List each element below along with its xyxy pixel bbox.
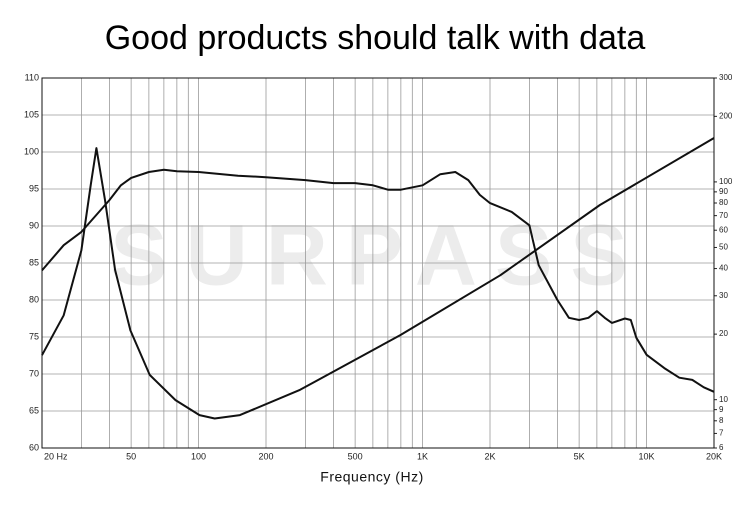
- y-tick-label: 95: [29, 183, 39, 193]
- x-tick-label: 20 Hz: [44, 451, 68, 461]
- x-tick-label: 5K: [574, 451, 585, 461]
- y2-tick-label: 20: [719, 329, 728, 338]
- x-tick-label: 2K: [484, 451, 495, 461]
- y2-tick-label: 10: [719, 395, 728, 404]
- chart-title: Good products should talk with data: [105, 19, 646, 57]
- x-tick-label: 100: [191, 451, 206, 461]
- y-tick-label: 70: [29, 368, 39, 378]
- x-tick-label: 200: [258, 451, 273, 461]
- y2-tick-label: 7: [719, 429, 724, 438]
- y2-tick-label: 90: [719, 187, 728, 196]
- y2-tick-label: 9: [719, 405, 724, 414]
- plot-frame: [41, 77, 715, 449]
- x-tick-label: 20K: [706, 451, 722, 461]
- series-line: [41, 137, 715, 420]
- y2-tick-label: 6: [719, 443, 724, 452]
- watermark: SURPASS: [110, 208, 645, 304]
- y-tick-label: 75: [29, 331, 39, 341]
- y2-tick-label: 200: [719, 111, 733, 120]
- y2-tick-label: 100: [719, 177, 733, 186]
- y2-tick-label: 50: [719, 243, 728, 252]
- y2-tick-label: 60: [719, 225, 728, 234]
- y2-tick-label: 300: [719, 73, 733, 82]
- y-tick-label: 90: [29, 220, 39, 230]
- x-axis-label: Frequency (Hz): [320, 469, 423, 485]
- y2-tick-label: 30: [719, 291, 728, 300]
- series-line: [41, 168, 715, 393]
- x-tick-label: 500: [348, 451, 363, 461]
- x-tick-label: 50: [126, 451, 136, 461]
- x-tick-label: 1K: [417, 451, 428, 461]
- y-tick-label: 110: [25, 72, 39, 82]
- y-tick-label: 80: [29, 294, 39, 304]
- y2-tick-label: 80: [719, 198, 728, 207]
- y2-tick-label: 70: [719, 211, 728, 220]
- y-tick-label: 60: [29, 442, 39, 452]
- y2-tick-label: 40: [719, 264, 728, 273]
- y-tick-label: 65: [29, 405, 39, 415]
- y2-tick-label: 8: [719, 416, 724, 425]
- y-tick-label: 105: [24, 109, 39, 119]
- y-tick-label: 85: [29, 257, 39, 267]
- x-tick-label: 10K: [639, 451, 655, 461]
- y-tick-label: 100: [24, 146, 39, 156]
